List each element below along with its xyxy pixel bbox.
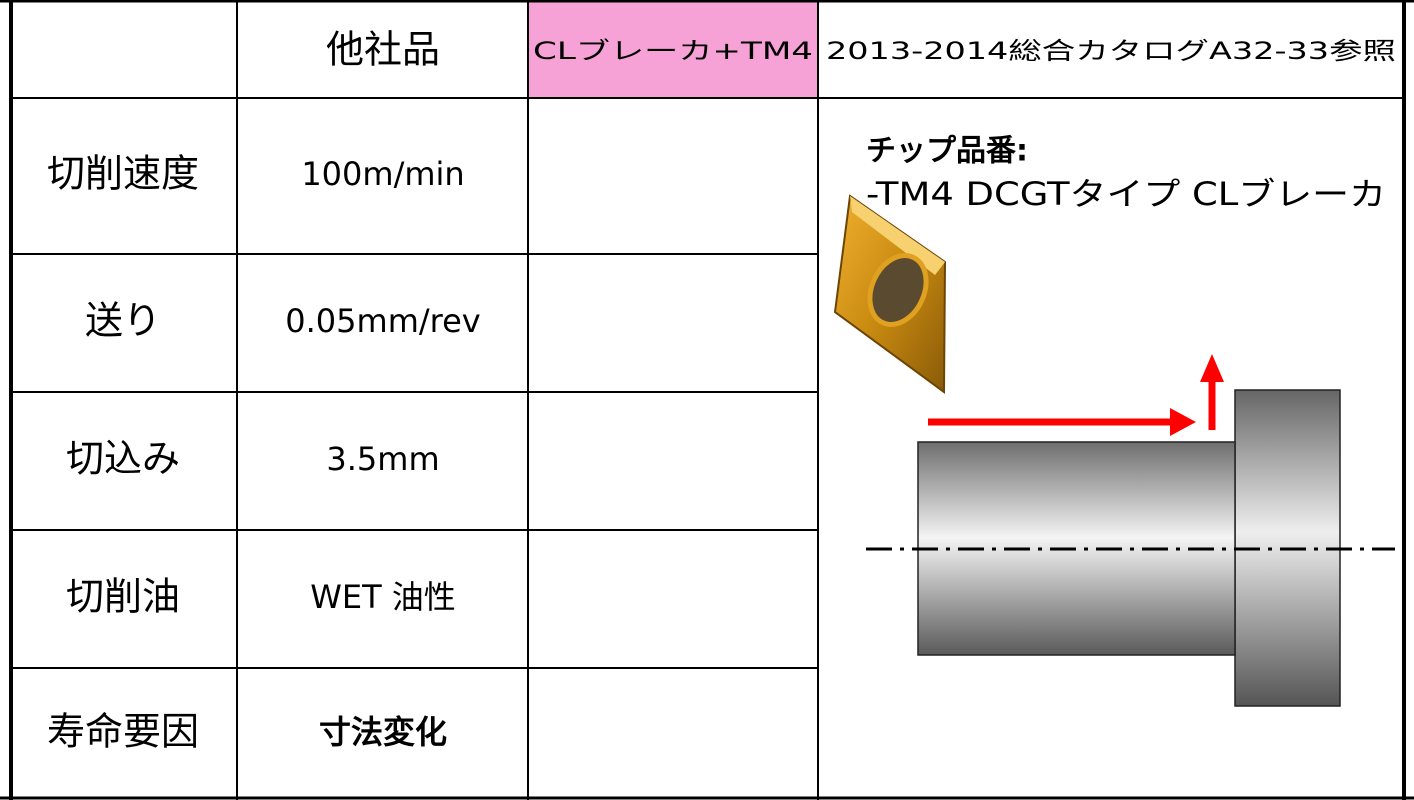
image-caption: チップ品番: [866, 134, 1028, 169]
header-cell: 他社品 [326, 28, 440, 72]
row-value: 0.05mm/rev [285, 302, 480, 340]
image-caption: -TM4 DCGTタイプ CLブレーカ [866, 175, 1386, 213]
header-highlight [528, 0, 818, 98]
illustration [833, 194, 1395, 707]
row-value: 3.5mm [326, 440, 439, 478]
row-label: 切削油 [66, 575, 180, 619]
header-cell: 2013-2014総合カタログA32-33参照 [826, 37, 1396, 65]
row-label: 切込み [66, 437, 180, 481]
row-label: 寿命要因 [47, 710, 199, 754]
row-value: 寸法変化 [319, 713, 447, 751]
row-label: 送り [85, 299, 161, 343]
row-value: 100m/min [301, 155, 464, 193]
row-value: WET 油性 [310, 578, 456, 616]
header-cell: CLブレーカ+TM4 [533, 37, 813, 65]
row-label: 切削速度 [47, 152, 199, 196]
